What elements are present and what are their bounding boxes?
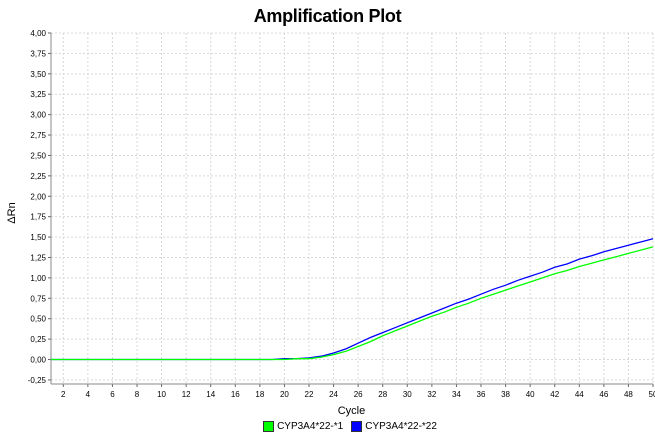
- x-tick-label: 16: [231, 390, 240, 399]
- y-tick-label: 1,75: [30, 213, 46, 222]
- grid-lines: [51, 32, 654, 384]
- legend-label: CYP3A4*22-*1: [277, 421, 344, 432]
- x-tick-label: 22: [305, 390, 314, 399]
- series-line-cyp3a4-22-1: [51, 246, 654, 361]
- y-tick-label: 1,25: [30, 253, 46, 262]
- x-tick-label: 32: [427, 390, 436, 399]
- x-tick-label: 30: [403, 390, 412, 399]
- x-tick-label: 18: [255, 390, 264, 399]
- legend-label: CYP3A4*22-*22: [365, 421, 437, 432]
- chart-title: Amplification Plot: [253, 6, 402, 26]
- y-tick-label: 1,50: [30, 233, 46, 242]
- series-line-cyp3a4-22-22: [51, 238, 654, 361]
- x-tick-label: 14: [206, 390, 215, 399]
- x-tick-label: 12: [182, 390, 191, 399]
- x-tick-label: 42: [550, 390, 559, 399]
- series-lines: [51, 238, 654, 361]
- legend-item-cyp3a4-22-22: CYP3A4*22-*22: [351, 421, 437, 432]
- x-tick-label: 24: [329, 390, 338, 399]
- y-tick-label: 2,75: [30, 131, 46, 140]
- x-tick-label: 20: [280, 390, 289, 399]
- legend: CYP3A4*22-*1 CYP3A4*22-*22: [0, 421, 655, 432]
- legend-item-cyp3a4-22-1: CYP3A4*22-*1: [263, 421, 343, 432]
- y-tick-label: 3,00: [30, 111, 46, 120]
- x-tick-label: 48: [624, 390, 633, 399]
- y-tick-label: 2,00: [30, 192, 46, 201]
- legend-swatch-green: [263, 421, 275, 432]
- x-tick-label: 46: [599, 390, 608, 399]
- y-tick-label: 0,50: [30, 315, 46, 324]
- x-tick-label: 10: [157, 390, 166, 399]
- legend-swatch-blue: [351, 421, 363, 432]
- y-tick-label: 0,00: [30, 356, 46, 365]
- y-tick-label: 0,75: [30, 294, 46, 303]
- y-tick-label: 3,50: [30, 70, 46, 79]
- x-tick-label: 6: [110, 390, 115, 399]
- y-axis-label: ΔRn: [6, 202, 18, 224]
- x-tick-label: 40: [526, 390, 535, 399]
- x-tick-label: 2: [61, 390, 66, 399]
- y-tick-label: 2,25: [30, 172, 46, 181]
- x-tick-label: 38: [501, 390, 510, 399]
- y-tick-label: -0,25: [28, 376, 47, 385]
- x-tick-label: 34: [452, 390, 461, 399]
- x-tick-label: 50: [649, 390, 655, 399]
- x-tick-label: 28: [378, 390, 387, 399]
- x-tick-label: 44: [575, 390, 584, 399]
- x-axis-label: Cycle: [337, 405, 366, 417]
- x-tick-label: 4: [86, 390, 91, 399]
- y-tick-label: 4,00: [30, 29, 46, 38]
- axes: [48, 32, 654, 387]
- x-tick-label: 26: [354, 390, 363, 399]
- y-tick-label: 3,25: [30, 90, 46, 99]
- tick-labels: -0,25 0,00 0,25 0,50 0,75 1,00 1,25 1,50 1,75 2,0…: [28, 29, 655, 399]
- x-tick-label: 8: [135, 390, 140, 399]
- y-tick-label: 2,50: [30, 151, 46, 160]
- x-tick-label: 36: [477, 390, 486, 399]
- y-tick-label: 3,75: [30, 49, 46, 58]
- y-tick-label: 1,00: [30, 274, 46, 283]
- y-tick-label: 0,25: [30, 335, 46, 344]
